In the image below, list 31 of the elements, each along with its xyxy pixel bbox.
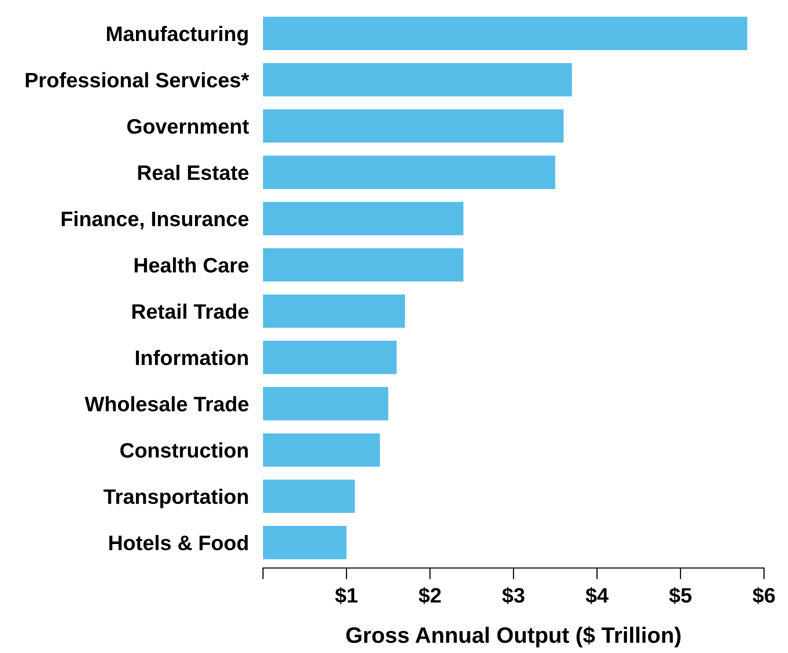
x-tick-label: $2 (418, 587, 441, 604)
bar (263, 433, 380, 467)
y-tick-label: Finance, Insurance (62, 211, 248, 230)
x-tick-label: $4 (586, 587, 608, 604)
y-tick-label: Real Estate (138, 164, 248, 180)
y-tick-label: Hotels & Food (109, 534, 248, 550)
bar (263, 202, 464, 236)
bar (263, 480, 355, 513)
x-tick-label: $1 (335, 587, 358, 604)
y-tick-label: Government (127, 119, 249, 134)
y-tick-label: Wholesale Trade (84, 396, 248, 412)
bar (263, 63, 572, 96)
bar (263, 16, 748, 50)
bar (263, 156, 556, 189)
x-axis-title: Gross Annual Output ($ Trillion) (346, 626, 681, 648)
x-tick-label: $3 (502, 587, 524, 604)
x-tick-label: $6 (752, 587, 775, 604)
bar (263, 340, 397, 374)
bar (263, 387, 388, 420)
y-tick-label: Construction (120, 442, 248, 458)
bar (263, 248, 464, 282)
bar (263, 109, 564, 143)
y-tick-label: Retail Trade (132, 304, 248, 319)
y-tick-label: Manufacturing (107, 26, 248, 46)
y-tick-label: Transportation (104, 488, 248, 508)
x-tick-label: $5 (669, 587, 692, 604)
bar (263, 526, 346, 560)
bar (263, 294, 405, 328)
y-tick-label: Information (136, 350, 248, 366)
y-tick-label: Professional Services* (26, 72, 250, 88)
y-tick-label: Health Care (134, 257, 248, 273)
